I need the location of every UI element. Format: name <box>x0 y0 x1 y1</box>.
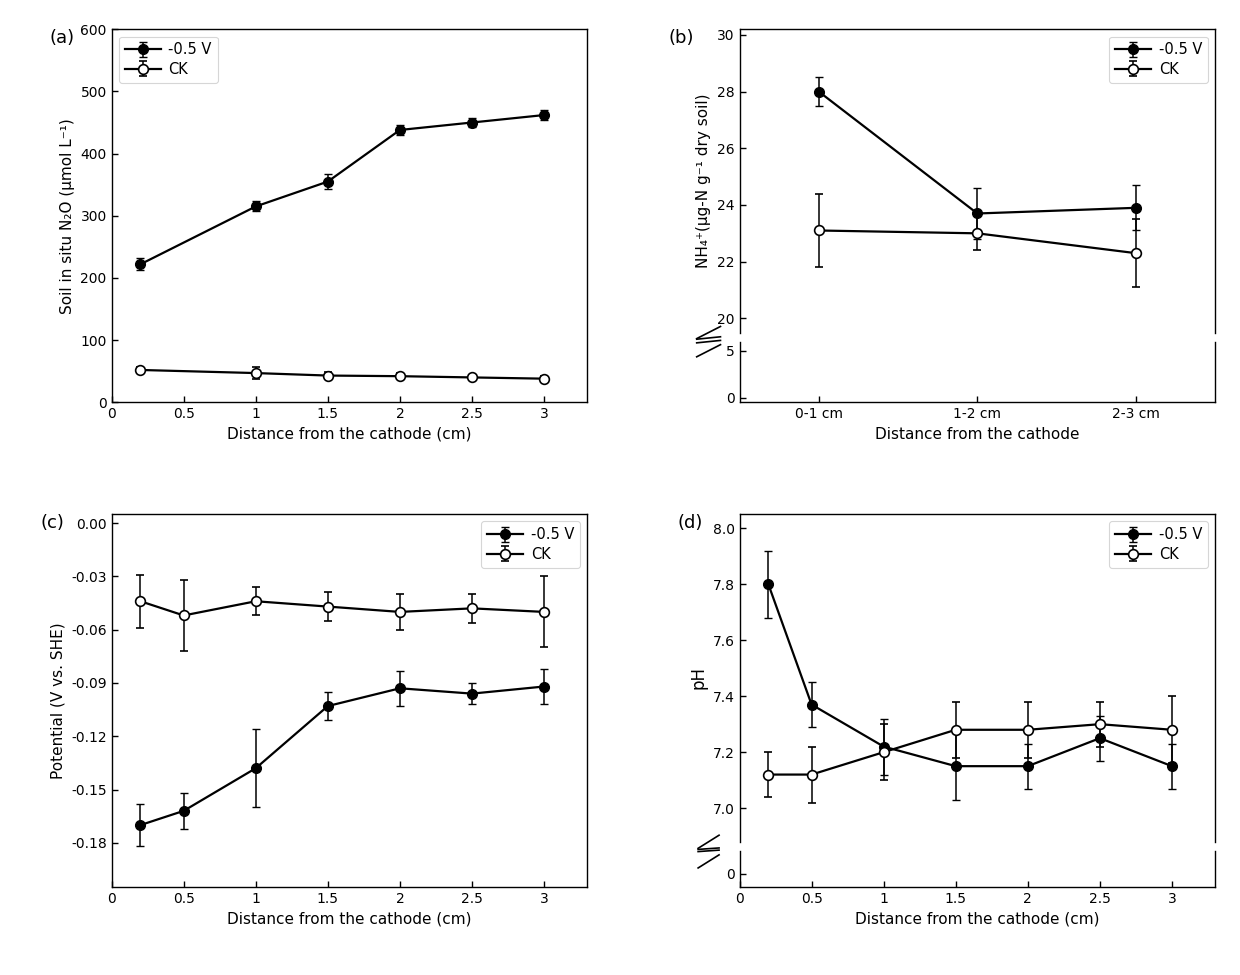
Y-axis label: Soil in situ N₂O (μmol L⁻¹): Soil in situ N₂O (μmol L⁻¹) <box>60 118 74 314</box>
Y-axis label: pH: pH <box>689 667 707 689</box>
Text: (c): (c) <box>40 514 64 532</box>
Y-axis label: Potential (V vs. SHE): Potential (V vs. SHE) <box>51 622 66 779</box>
Text: (a): (a) <box>50 29 74 47</box>
X-axis label: Distance from the cathode (cm): Distance from the cathode (cm) <box>856 912 1100 926</box>
Legend: -0.5 V, CK: -0.5 V, CK <box>1109 36 1208 83</box>
Legend: -0.5 V, CK: -0.5 V, CK <box>1109 522 1208 567</box>
Legend: -0.5 V, CK: -0.5 V, CK <box>119 36 218 83</box>
Text: (d): (d) <box>678 514 703 532</box>
Legend: -0.5 V, CK: -0.5 V, CK <box>481 522 580 567</box>
X-axis label: Distance from the cathode (cm): Distance from the cathode (cm) <box>227 912 471 926</box>
Y-axis label: NH₄⁺(μg-N g⁻¹ dry soil): NH₄⁺(μg-N g⁻¹ dry soil) <box>697 94 712 268</box>
X-axis label: Distance from the cathode (cm): Distance from the cathode (cm) <box>227 427 471 442</box>
Text: (b): (b) <box>668 29 693 47</box>
X-axis label: Distance from the cathode: Distance from the cathode <box>875 427 1080 442</box>
